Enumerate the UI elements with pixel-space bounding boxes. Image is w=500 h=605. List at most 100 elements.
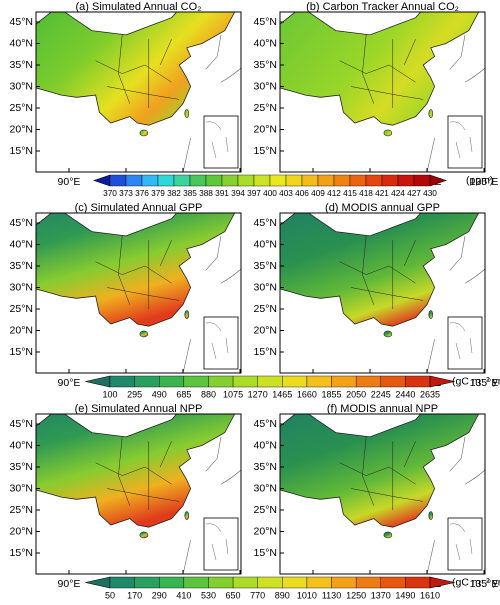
land <box>36 213 236 327</box>
lat-label: 40°N <box>10 37 33 49</box>
lat-label: 20°N <box>254 525 277 537</box>
colorbar-label: 2245 <box>371 389 391 399</box>
map-body <box>36 213 241 373</box>
lat-label: 15°N <box>10 547 33 559</box>
land <box>280 213 480 327</box>
colorbar-segment <box>331 375 357 388</box>
colorbar-segment <box>183 576 209 589</box>
map-frame <box>279 11 486 173</box>
lat-label: 35°N <box>10 260 33 272</box>
map-panel: (a) Simulated Annual CO₂ 45°N 40°N 35°N 30°N… <box>10 1 255 188</box>
colorbar-segment <box>109 375 135 388</box>
province-lines <box>339 34 424 108</box>
colorbar-label: 1250 <box>346 590 366 600</box>
colorbar-label: 2440 <box>395 389 415 399</box>
colorbar-segment <box>331 576 357 589</box>
colorbar-label: 424 <box>391 188 405 198</box>
colorbar-label: 1490 <box>395 590 415 600</box>
colorbar-label: 400 <box>263 188 277 198</box>
colorbar-label: 1270 <box>248 389 268 399</box>
island <box>184 310 190 319</box>
lat-label: 15°N <box>10 346 33 358</box>
colorbar: 100 295 490 685 880 1075 1270 1465 1660 1855 2050 2… <box>85 375 500 399</box>
colorbar-segment <box>189 174 207 187</box>
lat-label: 15°N <box>254 547 277 559</box>
province-lines <box>339 235 424 309</box>
colorbar-segment <box>355 576 381 589</box>
inset-coast <box>449 121 473 159</box>
colorbar-label: 403 <box>279 188 293 198</box>
colorbar-segment <box>282 576 308 589</box>
colorbar-label: 1855 <box>322 389 342 399</box>
colorbar-segment <box>125 174 143 187</box>
colorbar-label: 1370 <box>371 590 391 600</box>
colorbar-segment <box>365 174 383 187</box>
map-body <box>280 12 485 172</box>
map-body <box>36 12 241 172</box>
colorbar-end <box>429 576 455 589</box>
colorbar-label: 1075 <box>223 389 243 399</box>
lat-label: 45°N <box>254 16 277 28</box>
lat-label: 35°N <box>10 461 33 473</box>
panel-title: (f) MODIS annual NPP <box>327 403 438 415</box>
inset <box>203 115 239 169</box>
colorbar-label: 397 <box>247 188 261 198</box>
colorbar-label: 1660 <box>297 389 317 399</box>
land <box>36 414 236 528</box>
colorbar-label: 391 <box>215 188 229 198</box>
lat-label: 40°N <box>254 238 277 250</box>
lat-label: 20°N <box>10 525 33 537</box>
colorbar-label: 430 <box>423 188 437 198</box>
colorbar-segment <box>221 174 239 187</box>
lat-label: 30°N <box>254 80 277 92</box>
map-frame <box>279 413 486 575</box>
lat-label: 35°N <box>254 59 277 71</box>
panel-title: (a) Simulated Annual CO₂ <box>76 1 202 13</box>
colorbar-segment <box>109 174 127 187</box>
province-lines <box>339 436 424 510</box>
lat-label: 45°N <box>10 217 33 229</box>
colorbar-label: 412 <box>327 188 341 198</box>
lat-label: 35°N <box>254 461 277 473</box>
colorbar-segment <box>134 576 160 589</box>
colorbar-segment <box>405 576 431 589</box>
colorbar: 50 170 290 410 530 650 770 890 1010 1130 1250 1370 1… <box>85 576 500 600</box>
lat-label: 30°N <box>10 482 33 494</box>
colorbar-segment <box>159 375 185 388</box>
colorbar-segment <box>109 576 135 589</box>
lat-label: 40°N <box>254 37 277 49</box>
lat-label: 30°N <box>254 281 277 293</box>
lat-label: 40°N <box>10 238 33 250</box>
colorbar-label: 373 <box>119 188 133 198</box>
map-panel: (e) Simulated Annual NPP 45°N 40°N 35°N 30°N… <box>10 403 255 590</box>
colorbar-segment <box>380 375 406 388</box>
colorbar-label: 770 <box>250 590 265 600</box>
lat-label: 45°N <box>10 16 33 28</box>
colorbar-segment <box>253 174 271 187</box>
lat-label: 30°N <box>10 281 33 293</box>
inset <box>203 517 239 571</box>
colorbar-label: 415 <box>343 188 357 198</box>
island <box>383 129 393 137</box>
panel-title: (b) Carbon Tracker Annual CO₂ <box>306 1 459 13</box>
colorbar-units: (gC m⁻² yr⁻¹) <box>452 375 500 387</box>
neighbor-coast <box>426 235 485 373</box>
land <box>280 12 480 126</box>
colorbar-label: 388 <box>199 188 213 198</box>
colorbar-end <box>429 174 447 187</box>
lat-label: 15°N <box>254 145 277 157</box>
colorbar-label: 409 <box>311 188 325 198</box>
colorbar-label: 394 <box>231 188 245 198</box>
map-panel: (d) MODIS annual GPP 45°N 40°N 35°N 30°N 25°N… <box>254 202 499 389</box>
colorbar-segment <box>157 174 175 187</box>
lat-label: 45°N <box>254 217 277 229</box>
colorbar-label: 427 <box>407 188 421 198</box>
colorbar-segment <box>173 174 191 187</box>
lat-label: 15°N <box>10 145 33 157</box>
colorbar-segment <box>381 174 399 187</box>
colorbar-label: 685 <box>176 389 191 399</box>
colorbar-end <box>93 174 111 187</box>
colorbar-label: 376 <box>135 188 149 198</box>
colorbar-segment <box>208 576 234 589</box>
